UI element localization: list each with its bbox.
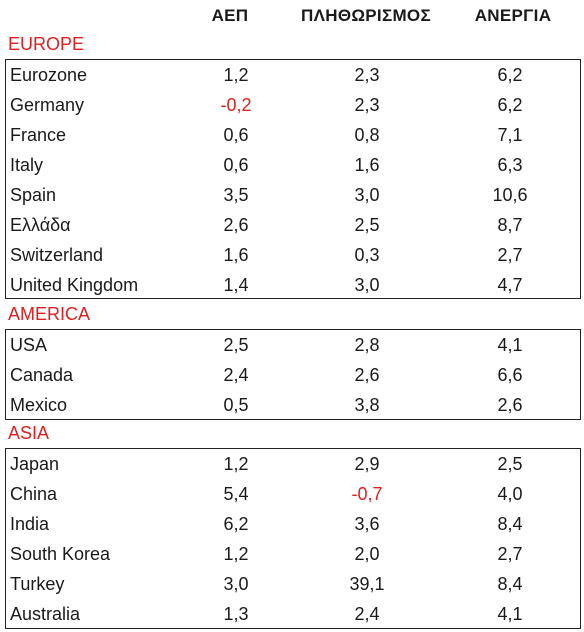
country-name: Japan: [10, 454, 60, 474]
unemployment-value: 6,6: [497, 365, 523, 385]
inflation-value: 3,0: [354, 185, 380, 205]
table-row: Switzerland 1,6 0,3 2,7: [6, 240, 580, 270]
inflation-value: 3,8: [354, 395, 380, 415]
inflation-value: 2,0: [354, 544, 380, 564]
country-name: Mexico: [10, 395, 68, 415]
country-name: Italy: [10, 155, 44, 175]
region-block-europe: Eurozone 1,2 2,3 6,2 Germany -0,2 2,3 6,…: [5, 59, 581, 299]
region-block-asia: Japan 1,2 2,9 2,5 China 5,4 -0,7 4,0 Ind…: [5, 448, 581, 629]
country-name: Switzerland: [10, 245, 104, 265]
country-name: South Korea: [10, 544, 111, 564]
inflation-value: 3,0: [354, 275, 380, 295]
country-name: Eurozone: [10, 65, 88, 85]
table-row: Mexico 0,5 3,8 2,6: [6, 390, 580, 420]
header-inflation: ΠΛΗΘΩΡΙΣΜΟΣ: [301, 6, 431, 25]
unemployment-value: 6,2: [497, 95, 523, 115]
unemployment-value: 2,6: [497, 395, 523, 415]
gdp-value: 5,4: [223, 484, 249, 504]
unemployment-value: 2,5: [497, 454, 523, 474]
unemployment-value: 2,7: [497, 245, 523, 265]
inflation-value: 3,6: [354, 514, 380, 534]
region-title-asia: ASIA: [8, 423, 50, 443]
inflation-value: 0,3: [354, 245, 380, 265]
unemployment-value: 4,0: [497, 484, 523, 504]
gdp-value: -0,2: [220, 95, 252, 115]
table-row: Eurozone 1,2 2,3 6,2: [6, 60, 580, 90]
gdp-value: 0,6: [223, 155, 249, 175]
unemployment-value: 10,6: [492, 185, 528, 205]
table-header: ΑΕΠ ΠΛΗΘΩΡΙΣΜΟΣ ΑΝΕΡΓΙΑ: [0, 0, 584, 32]
inflation-value: 2,3: [354, 65, 380, 85]
inflation-value: 2,4: [354, 604, 380, 624]
country-name: Turkey: [10, 574, 65, 594]
table-row: United Kingdom 1,4 3,0 4,7: [6, 270, 580, 300]
unemployment-value: 7,1: [497, 125, 523, 145]
table-row: South Korea 1,2 2,0 2,7: [6, 539, 580, 569]
gdp-value: 2,5: [223, 335, 249, 355]
region-block-america: USA 2,5 2,8 4,1 Canada 2,4 2,6 6,6 Mexic…: [5, 329, 581, 420]
table-row: Turkey 3,0 39,1 8,4: [6, 569, 580, 599]
inflation-value: 2,6: [354, 365, 380, 385]
unemployment-value: 6,3: [497, 155, 523, 175]
inflation-value: 1,6: [354, 155, 380, 175]
inflation-value: -0,7: [351, 484, 383, 504]
gdp-value: 0,6: [223, 125, 249, 145]
table-row: Japan 1,2 2,9 2,5: [6, 449, 580, 479]
country-name: Australia: [10, 604, 81, 624]
table-row: USA 2,5 2,8 4,1: [6, 330, 580, 360]
table-row: Ελλάδα 2,6 2,5 8,7: [6, 210, 580, 240]
table-row: France 0,6 0,8 7,1: [6, 120, 580, 150]
unemployment-value: 6,2: [497, 65, 523, 85]
unemployment-value: 8,7: [497, 215, 523, 235]
inflation-value: 0,8: [354, 125, 380, 145]
unemployment-value: 8,4: [497, 574, 523, 594]
gdp-value: 1,4: [223, 275, 249, 295]
country-name: France: [10, 125, 67, 145]
inflation-value: 39,1: [349, 574, 385, 594]
inflation-value: 2,9: [354, 454, 380, 474]
header-gdp: ΑΕΠ: [211, 6, 249, 25]
table-row: China 5,4 -0,7 4,0: [6, 479, 580, 509]
country-name: Spain: [10, 185, 57, 205]
header-unemployment: ΑΝΕΡΓΙΑ: [474, 6, 552, 25]
region-title-europe: EUROPE: [8, 34, 85, 54]
gdp-value: 3,0: [223, 574, 249, 594]
unemployment-value: 2,7: [497, 544, 523, 564]
table-row: Spain 3,5 3,0 10,6: [6, 180, 580, 210]
country-name: Ελλάδα: [10, 215, 71, 235]
unemployment-value: 8,4: [497, 514, 523, 534]
inflation-value: 2,8: [354, 335, 380, 355]
table-row: Italy 0,6 1,6 6,3: [6, 150, 580, 180]
inflation-value: 2,5: [354, 215, 380, 235]
unemployment-value: 4,1: [497, 604, 523, 624]
country-name: Canada: [10, 365, 74, 385]
gdp-value: 1,2: [223, 454, 249, 474]
table-row: Australia 1,3 2,4 4,1: [6, 599, 580, 629]
table-row: India 6,2 3,6 8,4: [6, 509, 580, 539]
gdp-value: 0,5: [223, 395, 249, 415]
gdp-value: 2,4: [223, 365, 249, 385]
gdp-value: 3,5: [223, 185, 249, 205]
gdp-value: 1,6: [223, 245, 249, 265]
gdp-value: 1,2: [223, 65, 249, 85]
table-row: Germany -0,2 2,3 6,2: [6, 90, 580, 120]
gdp-value: 2,6: [223, 215, 249, 235]
country-name: USA: [10, 335, 48, 355]
country-name: China: [10, 484, 58, 504]
gdp-value: 1,3: [223, 604, 249, 624]
table-row: Canada 2,4 2,6 6,6: [6, 360, 580, 390]
unemployment-value: 4,1: [497, 335, 523, 355]
gdp-value: 1,2: [223, 544, 249, 564]
gdp-value: 6,2: [223, 514, 249, 534]
country-name: India: [10, 514, 50, 534]
country-name: United Kingdom: [10, 275, 139, 295]
unemployment-value: 4,7: [497, 275, 523, 295]
country-name: Germany: [10, 95, 85, 115]
inflation-value: 2,3: [354, 95, 380, 115]
region-title-america: AMERICA: [8, 304, 91, 324]
